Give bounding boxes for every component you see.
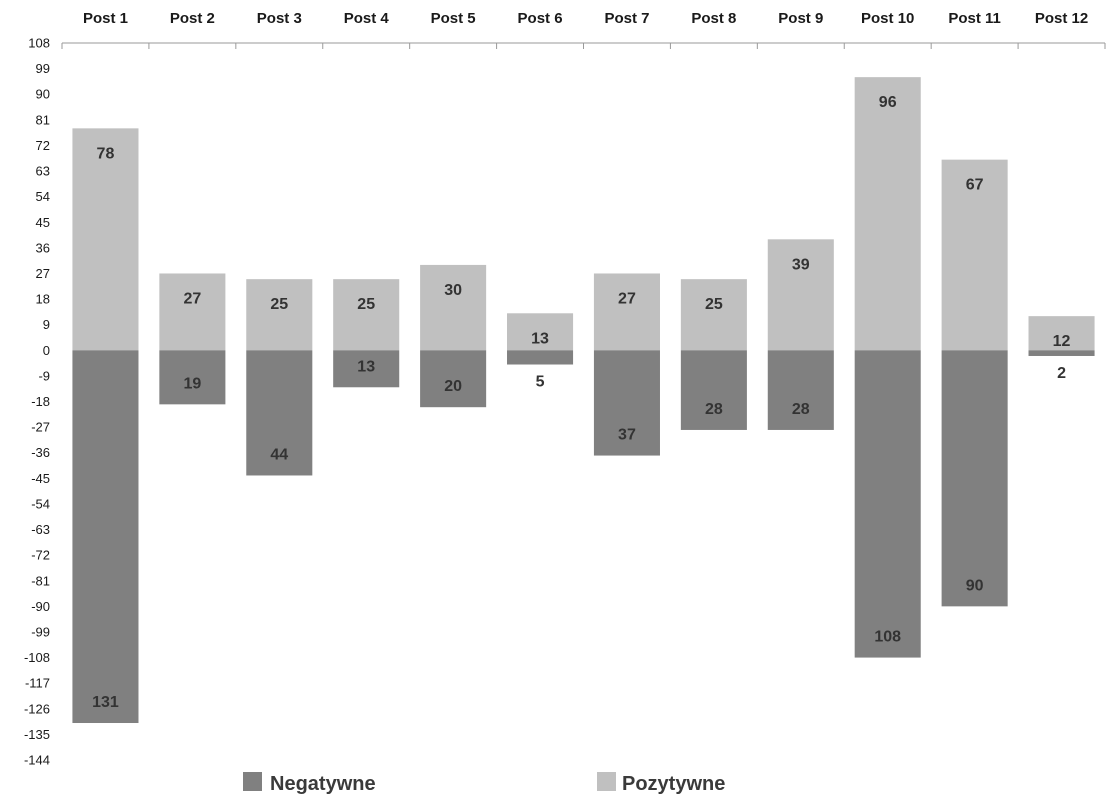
y-tick-label: 108 — [28, 36, 50, 51]
category-label: Post 6 — [518, 10, 563, 27]
y-tick-label: -126 — [24, 701, 50, 716]
data-label-pozytywne: 25 — [270, 296, 288, 313]
bar-negatywne — [420, 350, 487, 408]
bar-negatywne — [941, 350, 1008, 607]
data-label-negatywne: 2 — [1057, 365, 1066, 382]
bar-pozytywne — [941, 159, 1008, 351]
data-label-negatywne: 37 — [618, 427, 636, 444]
y-tick-label: 0 — [43, 343, 50, 358]
data-label-pozytywne: 12 — [1053, 333, 1071, 350]
y-tick-label: 72 — [36, 138, 50, 153]
y-tick-label: -117 — [25, 676, 50, 691]
data-label-negatywne: 131 — [92, 694, 119, 711]
bar-pozytywne — [72, 128, 139, 351]
bar-pozytywne — [680, 279, 747, 351]
category-label: Post 3 — [257, 10, 302, 27]
category-label: Post 2 — [170, 10, 215, 27]
data-label-pozytywne: 27 — [618, 290, 636, 307]
data-label-pozytywne: 25 — [705, 296, 723, 313]
legend-swatch-negatywne — [243, 772, 262, 791]
data-label-negatywne: 108 — [874, 629, 901, 646]
y-tick-label: 99 — [36, 61, 50, 76]
data-label-pozytywne: 13 — [531, 330, 549, 347]
category-label: Post 9 — [778, 10, 823, 27]
y-tick-label: -54 — [31, 496, 50, 511]
data-label-pozytywne: 39 — [792, 256, 810, 273]
bar-pozytywne — [420, 264, 487, 351]
y-tick-label: 45 — [36, 215, 50, 230]
category-label: Post 12 — [1035, 10, 1088, 27]
bar-pozytywne — [507, 313, 574, 351]
data-label-pozytywne: 96 — [879, 94, 897, 111]
category-label: Post 4 — [344, 10, 390, 27]
y-tick-label: -81 — [31, 573, 50, 588]
y-tick-label: -90 — [31, 599, 50, 614]
bars-layer — [72, 77, 1095, 724]
bar-pozytywne — [593, 273, 660, 351]
bar-negatywne — [333, 350, 400, 388]
data-label-pozytywne: 30 — [444, 282, 462, 299]
y-tick-label: -72 — [31, 548, 50, 563]
bar-negatywne — [767, 350, 834, 430]
bar-pozytywne — [767, 239, 834, 351]
y-tick-label: 27 — [36, 266, 50, 281]
y-tick-label: 36 — [36, 240, 50, 255]
legend: Negatywne Pozytywne — [243, 772, 725, 795]
data-label-pozytywne: 78 — [97, 145, 115, 162]
bar-negatywne — [593, 350, 660, 456]
category-label: Post 7 — [604, 10, 649, 27]
bar-pozytywne — [333, 279, 400, 351]
bar-negatywne — [680, 350, 747, 430]
y-tick-label: -135 — [24, 727, 50, 742]
data-label-negatywne: 5 — [536, 374, 545, 391]
labels-layer: 78 131 27 19 25 44 25 13 30 20 13 5 27 37 25 28 39 28 96 10… — [92, 94, 1070, 711]
bar-negatywne — [507, 350, 574, 365]
y-tick-label: 63 — [36, 164, 50, 179]
y-tick-label: -27 — [31, 420, 50, 435]
data-label-negatywne: 20 — [444, 378, 462, 395]
y-tick-label: 54 — [36, 189, 50, 204]
y-tick-label: -9 — [38, 368, 50, 383]
y-tick-label: -18 — [31, 394, 50, 409]
legend-label-pozytywne: Pozytywne — [622, 773, 725, 795]
y-tick-label: 81 — [36, 112, 50, 127]
data-label-negatywne: 19 — [183, 375, 201, 392]
y-tick-label: 18 — [36, 292, 50, 307]
y-tick-label: -63 — [31, 522, 50, 537]
y-tick-label: -108 — [24, 650, 50, 665]
axis-layer: 1089990817263544536271890-9-18-27-36-45-… — [24, 10, 1106, 768]
bar-pozytywne — [854, 77, 921, 351]
category-label: Post 11 — [948, 10, 1001, 27]
bar-pozytywne — [1028, 316, 1095, 351]
category-label: Post 8 — [691, 10, 736, 27]
bar-negatywne — [159, 350, 226, 405]
bar-pozytywne — [246, 279, 313, 351]
bar-pozytywne — [159, 273, 226, 351]
category-label: Post 10 — [861, 10, 914, 27]
bar-negatywne — [72, 350, 139, 724]
legend-label-negatywne: Negatywne — [270, 773, 376, 795]
category-label: Post 1 — [83, 10, 128, 27]
legend-swatch-pozytywne — [597, 772, 616, 791]
bar-negatywne — [1028, 350, 1095, 356]
data-label-pozytywne: 67 — [966, 177, 984, 194]
y-tick-label: -99 — [31, 624, 50, 639]
y-tick-label: -144 — [24, 753, 50, 768]
bar-negatywne — [854, 350, 921, 658]
data-label-negatywne: 28 — [705, 401, 723, 418]
data-label-pozytywne: 25 — [357, 296, 375, 313]
data-label-negatywne: 90 — [966, 577, 984, 594]
data-label-pozytywne: 27 — [183, 290, 201, 307]
data-label-negatywne: 13 — [357, 358, 375, 375]
y-tick-label: -45 — [31, 471, 50, 486]
y-tick-label: 9 — [43, 317, 50, 332]
y-tick-label: -36 — [31, 445, 50, 460]
data-label-negatywne: 28 — [792, 401, 810, 418]
category-label: Post 5 — [431, 10, 476, 27]
bar-negatywne — [246, 350, 313, 476]
data-label-negatywne: 44 — [270, 446, 288, 463]
y-tick-label: 90 — [36, 87, 50, 102]
